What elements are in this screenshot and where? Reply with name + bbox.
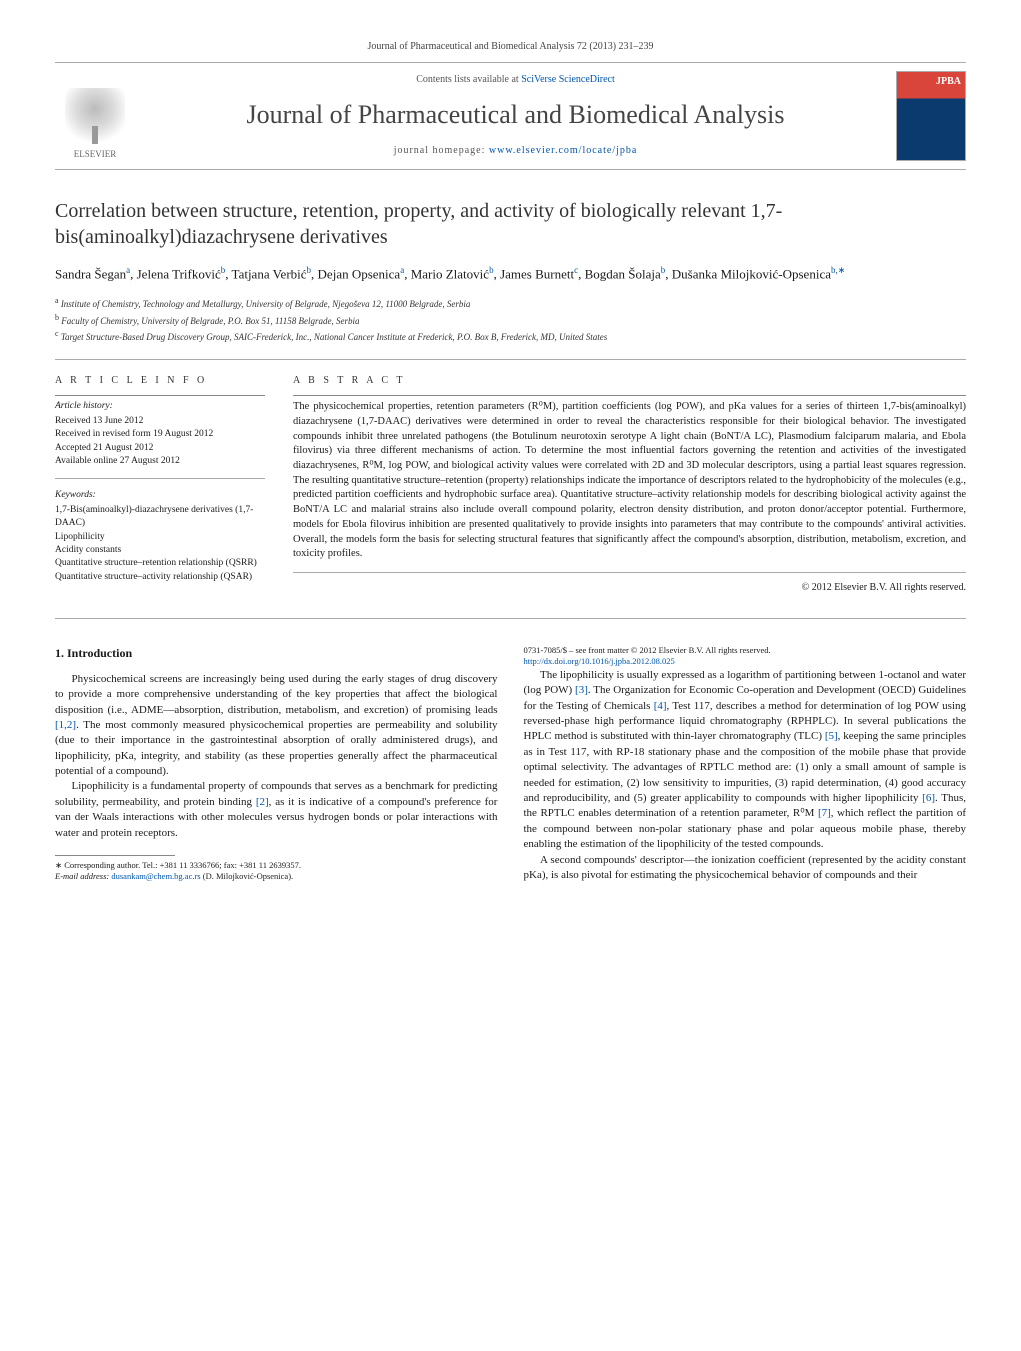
keyword-2: Acidity constants [55,544,265,557]
email-line: E-mail address: dusankam@chem.bg.ac.rs (… [55,871,498,882]
abstract-heading: A B S T R A C T [293,374,966,388]
bottom-metadata: 0731-7085/$ – see front matter © 2012 El… [524,645,967,668]
body-two-column: 1. Introduction Physicochemical screens … [55,645,966,890]
homepage-prefix: journal homepage: [394,145,489,156]
keyword-1: Lipophilicity [55,531,265,544]
footnotes: ∗ Corresponding author. Tel.: +381 11 33… [55,860,498,883]
abstract-text: The physicochemical properties, retentio… [293,400,966,573]
author: James Burnett [500,266,574,281]
author: Dejan Opsenica [318,266,401,281]
info-abstract-row: A R T I C L E I N F O Article history: R… [55,374,966,604]
author-affil-sup: c [574,265,578,275]
body-p2: Lipophilicity is a fundamental property … [55,779,498,841]
elsevier-tree-icon [65,88,125,148]
affiliation-c: c Target Structure-Based Drug Discovery … [55,328,966,345]
citation-link[interactable]: [3] [575,684,588,696]
elsevier-label: ELSEVIER [74,148,117,160]
authors-list: Sandra Šegana, Jelena Trifkovićb, Tatjan… [55,264,966,284]
affiliation-a-text: Institute of Chemistry, Technology and M… [61,299,471,309]
homepage-link[interactable]: www.elsevier.com/locate/jpba [489,145,637,156]
author-affil-sup: b [661,265,666,275]
author-affil-sup: a [126,265,130,275]
keyword-4: Quantitative structure–activity relation… [55,571,265,584]
citation-link[interactable]: [1,2] [55,719,76,731]
body-p4: A second compounds' descriptor—the ioniz… [524,853,967,884]
journal-reference: Journal of Pharmaceutical and Biomedical… [55,40,966,54]
keyword-3: Quantitative structure–retention relatio… [55,557,265,570]
history-line-3: Available online 27 August 2012 [55,455,265,468]
article-info-column: A R T I C L E I N F O Article history: R… [55,374,265,604]
body-p1: Physicochemical screens are increasingly… [55,672,498,780]
abstract-column: A B S T R A C T The physicochemical prop… [293,374,966,604]
author: Jelena Trifković [137,266,221,281]
author: Dušanka Milojković-Opsenica [672,266,831,281]
article-history-block: Article history: Received 13 June 2012 R… [55,400,265,479]
history-line-0: Received 13 June 2012 [55,415,265,428]
author-affil-sup: a [400,265,404,275]
abstract-copyright: © 2012 Elsevier B.V. All rights reserved… [293,581,966,595]
history-label: Article history: [55,400,265,413]
sciencedirect-link[interactable]: SciVerse ScienceDirect [521,74,615,85]
affiliation-c-text: Target Structure-Based Drug Discovery Gr… [61,332,607,342]
divider-thin [293,395,966,396]
citation-link[interactable]: [4] [654,700,667,712]
affiliation-b: b Faculty of Chemistry, University of Be… [55,312,966,329]
citation-link[interactable]: [5] [825,730,838,742]
history-line-2: Accepted 21 August 2012 [55,442,265,455]
article-title: Correlation between structure, retention… [55,198,966,250]
citation-link[interactable]: [6] [922,792,935,804]
affiliations: a Institute of Chemistry, Technology and… [55,295,966,345]
journal-name: Journal of Pharmaceutical and Biomedical… [147,97,884,132]
citation-link[interactable]: [2] [256,796,269,808]
history-line-1: Received in revised form 19 August 2012 [55,428,265,441]
footnote-separator [55,855,175,856]
issn-line: 0731-7085/$ – see front matter © 2012 El… [524,645,967,656]
author: Tatjana Verbić [232,266,307,281]
author-affil-sup: b [489,265,494,275]
author-affil-sup: b [307,265,312,275]
author-affil-sup: b [221,265,226,275]
contents-available-line: Contents lists available at SciVerse Sci… [147,73,884,87]
keyword-0: 1,7-Bis(aminoalkyl)-diazachrysene deriva… [55,504,265,531]
journal-homepage-line: journal homepage: www.elsevier.com/locat… [147,144,884,158]
divider [55,359,966,360]
citation-link[interactable]: [7] [818,807,831,819]
body-p3: The lipophilicity is usually expressed a… [524,668,967,853]
section-1-heading: 1. Introduction [55,645,498,662]
author-affil-sup: b,∗ [831,265,845,275]
author: Bogdan Šolaja [585,266,661,281]
divider-thin [55,395,265,396]
affiliation-b-text: Faculty of Chemistry, University of Belg… [61,316,359,326]
email-link[interactable]: dusankam@chem.bg.ac.rs [111,871,200,881]
keywords-block: Keywords: 1,7-Bis(aminoalkyl)-diazachrys… [55,489,265,594]
header-center: Contents lists available at SciVerse Sci… [147,73,884,157]
elsevier-logo: ELSEVIER [55,71,135,161]
divider [55,618,966,619]
email-attribution: (D. Milojković-Opsenica). [201,871,294,881]
contents-prefix: Contents lists available at [416,74,521,85]
journal-header: ELSEVIER Contents lists available at Sci… [55,62,966,170]
doi-link[interactable]: http://dx.doi.org/10.1016/j.jpba.2012.08… [524,656,967,667]
keywords-label: Keywords: [55,489,265,502]
corresponding-author-note: ∗ Corresponding author. Tel.: +381 11 33… [55,860,498,871]
author: Sandra Šegan [55,266,126,281]
journal-cover-thumbnail [896,71,966,161]
article-info-heading: A R T I C L E I N F O [55,374,265,388]
email-label: E-mail address: [55,871,111,881]
author: Mario Zlatović [411,266,489,281]
affiliation-a: a Institute of Chemistry, Technology and… [55,295,966,312]
